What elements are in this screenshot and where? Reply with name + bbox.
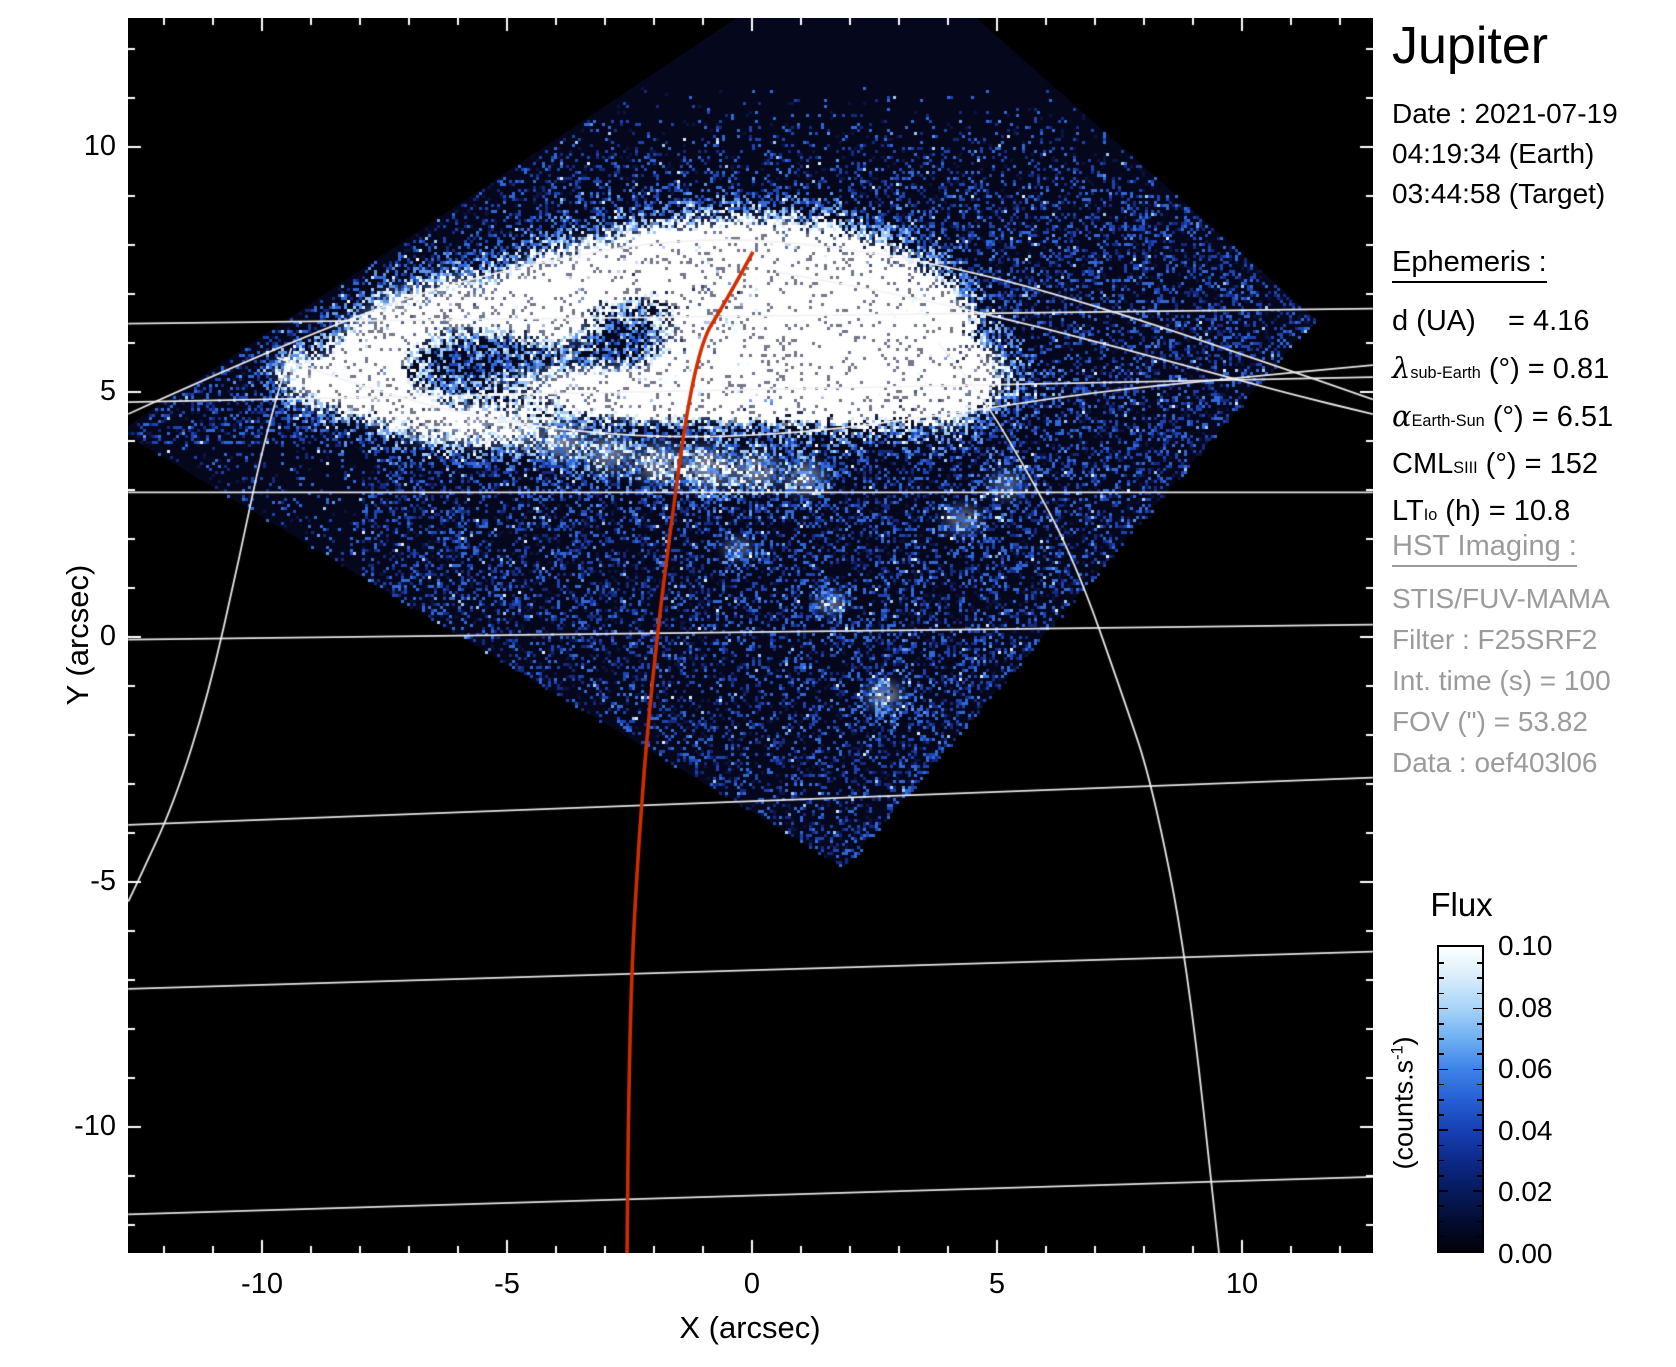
colorbar-tick-mark [1439, 1068, 1448, 1071]
colorbar-tick-mark [1477, 1114, 1482, 1116]
hst-imaging-heading: HST Imaging : [1392, 530, 1577, 567]
colorbar-tick-mark [1473, 1129, 1482, 1131]
sky-image-plot [128, 18, 1373, 1253]
date-line: Date : 2021-07-19 [1392, 98, 1618, 129]
colorbar-tick-mark [1439, 1235, 1444, 1238]
colorbar-tick-mark [1439, 1175, 1444, 1177]
colorbar-tick-mark [1439, 977, 1444, 979]
colorbar-tick-mark [1477, 1235, 1482, 1238]
colorbar-tick-mark [1473, 1190, 1482, 1192]
colorbar-tick-mark [1439, 1144, 1444, 1147]
hst-imaging-row: FOV (") = 53.82 [1392, 706, 1588, 737]
y-tick-label: 5 [99, 375, 116, 407]
colorbar-tick-label: 0.00 [1498, 1238, 1553, 1269]
colorbar-title: Flux [1430, 886, 1493, 923]
colorbar-tick-mark [1439, 1190, 1448, 1192]
colorbar-tick-mark [1473, 1007, 1482, 1010]
hst-imaging-row: Filter : F25SRF2 [1392, 624, 1598, 655]
date-line: 03:44:58 (Target) [1392, 178, 1606, 209]
x-tick-label: 10 [1225, 1268, 1259, 1300]
ephemeris-row: αEarth-Sun (°) = 6.51 [1392, 399, 1614, 433]
ephemeris-row: λsub-Earth (°) = 0.81 [1392, 351, 1610, 385]
x-axis-title: X (arcsec) [679, 1310, 821, 1345]
colorbar-tick-label: 0.02 [1498, 1176, 1553, 1208]
hst-imaging-rows: STIS/FUV-MAMA Filter : F25SRF2 Int. time (… [1392, 578, 1611, 783]
colorbar-tick-mark [1439, 1038, 1444, 1040]
colorbar-tick-mark [1477, 1144, 1482, 1147]
colorbar-tick-mark [1439, 1007, 1448, 1010]
y-tick-label: -10 [74, 1110, 116, 1142]
y-tick-label: -5 [90, 865, 116, 897]
colorbar-tick-mark [1477, 962, 1482, 964]
colorbar-tick-mark [1477, 1205, 1482, 1207]
colorbar-tick-label: 0.08 [1498, 991, 1553, 1023]
ephemeris-row: LTIo (h) = 10.8 [1392, 495, 1571, 527]
hst-imaging-row: Data : oef403l06 [1392, 747, 1598, 778]
colorbar-tick-mark [1439, 1159, 1444, 1162]
ephemeris-rows: d (UA) = 4.16 λsub-Earth (°) = 0.81 αEarth… [1392, 300, 1613, 537]
colorbar-tick-mark [1477, 977, 1482, 979]
hst-imaging-row: STIS/FUV-MAMA [1392, 583, 1610, 614]
colorbar-tick-label: 0.10 [1498, 930, 1553, 961]
colorbar-tick-mark [1439, 1129, 1448, 1131]
colorbar-tick-label: 0.04 [1498, 1114, 1553, 1146]
colorbar-tick-mark [1439, 1114, 1444, 1116]
hst-imaging-row: Int. time (s) = 100 [1392, 665, 1611, 696]
colorbar-tick-mark [1439, 1083, 1444, 1086]
colorbar-tick-mark [1477, 1175, 1482, 1177]
observation-date-block: Date : 2021-07-19 04:19:34 (Earth) 03:44:5… [1392, 94, 1618, 214]
colorbar-tick-mark [1477, 1083, 1482, 1086]
x-tick-label: -5 [494, 1268, 520, 1300]
colorbar-unit-label: (counts.s-1) [1388, 1036, 1419, 1170]
x-tick-label: -10 [241, 1268, 283, 1300]
figure-title: Jupiter [1392, 17, 1549, 75]
colorbar-tick-mark [1473, 1068, 1482, 1071]
ephemeris-row: CMLSIII (°) = 152 [1392, 448, 1599, 480]
colorbar-tick-mark [1439, 1053, 1444, 1055]
x-tick-label: 0 [743, 1268, 761, 1300]
colorbar-tick-mark [1439, 992, 1444, 995]
aurora-image-canvas [128, 18, 1373, 1253]
ephemeris-heading: Ephemeris : [1392, 246, 1547, 283]
y-tick-label: 0 [99, 620, 116, 652]
colorbar-tick-mark [1439, 1099, 1444, 1101]
colorbar-tick-mark [1477, 1053, 1482, 1055]
colorbar-tick-mark [1477, 1038, 1482, 1040]
y-tick-label: 10 [83, 130, 116, 162]
flux-colorbar [1437, 945, 1484, 1253]
colorbar-tick-mark [1439, 1023, 1444, 1025]
ephemeris-row: d (UA) = 4.16 [1392, 305, 1590, 337]
colorbar-tick-mark [1439, 1220, 1444, 1223]
colorbar-tick-mark [1477, 992, 1482, 995]
colorbar-tick-mark [1477, 1099, 1482, 1101]
x-tick-label: 5 [988, 1268, 1006, 1300]
colorbar-tick-mark [1477, 1023, 1482, 1025]
date-line: 04:19:34 (Earth) [1392, 138, 1595, 169]
colorbar-tick-mark [1439, 962, 1444, 964]
colorbar-tick-mark [1477, 1159, 1482, 1162]
colorbar-tick-label: 0.06 [1498, 1053, 1553, 1085]
colorbar-tick-mark [1439, 1205, 1444, 1207]
colorbar-tick-mark [1477, 1220, 1482, 1223]
